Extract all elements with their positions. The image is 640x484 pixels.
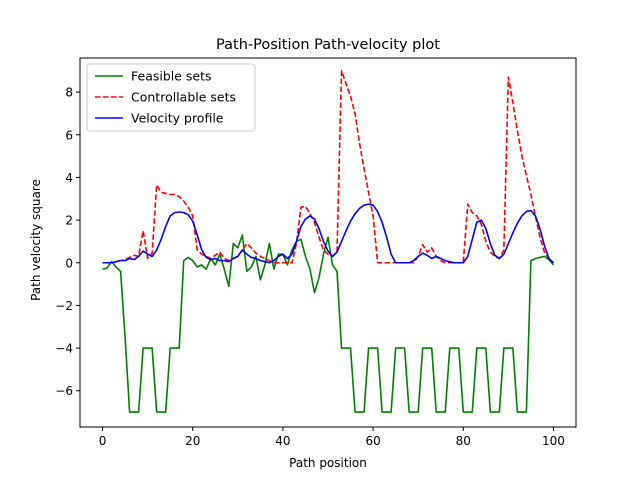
x-tick-label: 100	[542, 434, 565, 448]
y-tick-label: 2	[65, 214, 73, 228]
series-line-0	[102, 234, 555, 413]
x-tick-label: 40	[275, 434, 290, 448]
legend-label-0: Feasible sets	[131, 69, 212, 84]
x-tick-label: 60	[365, 434, 380, 448]
y-tick-label: 4	[65, 171, 73, 185]
y-tick-label: −6	[55, 384, 73, 398]
legend-label-2: Velocity profile	[131, 111, 224, 126]
legend-label-1: Controllable sets	[131, 90, 236, 105]
chart-title: Path-Position Path-velocity plot	[216, 37, 440, 53]
y-tick-label: 8	[65, 86, 73, 100]
legend-box	[86, 63, 256, 132]
plot-frame	[79, 57, 577, 428]
series-line-1	[102, 70, 554, 264]
y-tick-label: 6	[65, 128, 73, 142]
x-axis-label: Path position	[289, 456, 367, 470]
series-line-2	[102, 203, 554, 264]
y-axis-label: Path velocity square	[29, 179, 43, 301]
y-tick-label: −2	[55, 299, 73, 313]
x-tick-label: 20	[185, 434, 200, 448]
x-tick-label: 80	[456, 434, 471, 448]
y-tick-label: −4	[55, 342, 73, 356]
x-tick-label: 0	[99, 434, 107, 448]
y-tick-label: 0	[65, 256, 73, 270]
